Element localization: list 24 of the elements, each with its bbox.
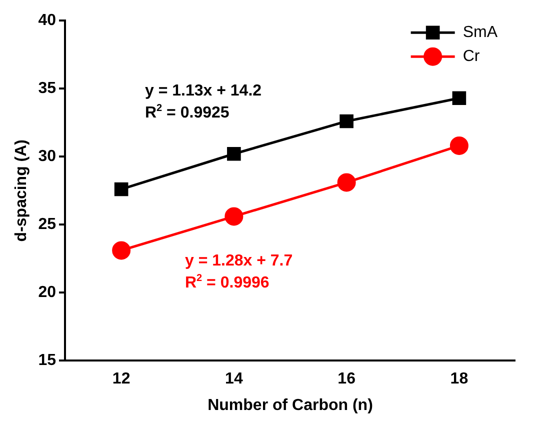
annotation: y = 1.28x + 7.7 [184, 252, 293, 270]
y-tick-label: 30 [38, 148, 56, 166]
x-axis-title: Number of Carbon (n) [208, 396, 373, 414]
legend-label: Cr [462, 48, 480, 66]
point [112, 241, 131, 260]
point [337, 173, 356, 192]
y-tick-label: 35 [38, 80, 56, 98]
point [227, 146, 241, 161]
point [340, 114, 354, 128]
y-tick-label: 40 [38, 12, 56, 30]
y-tick-label: 15 [38, 352, 56, 370]
y-tick-label: 20 [38, 284, 56, 302]
point [450, 136, 468, 155]
x-tick-label: 14 [225, 370, 243, 388]
annotation: y = 1.13x + 14.2 [144, 82, 262, 100]
x-tick-label: 12 [112, 370, 130, 388]
y-tick-label: 25 [38, 216, 56, 234]
point [224, 207, 244, 226]
point [114, 182, 128, 196]
point [452, 91, 466, 106]
y-axis-title: d-spacing (A) [13, 139, 30, 242]
x-tick-label: 16 [338, 370, 356, 388]
legend-label: SmA [462, 24, 498, 42]
x-tick-label: 18 [450, 370, 468, 388]
